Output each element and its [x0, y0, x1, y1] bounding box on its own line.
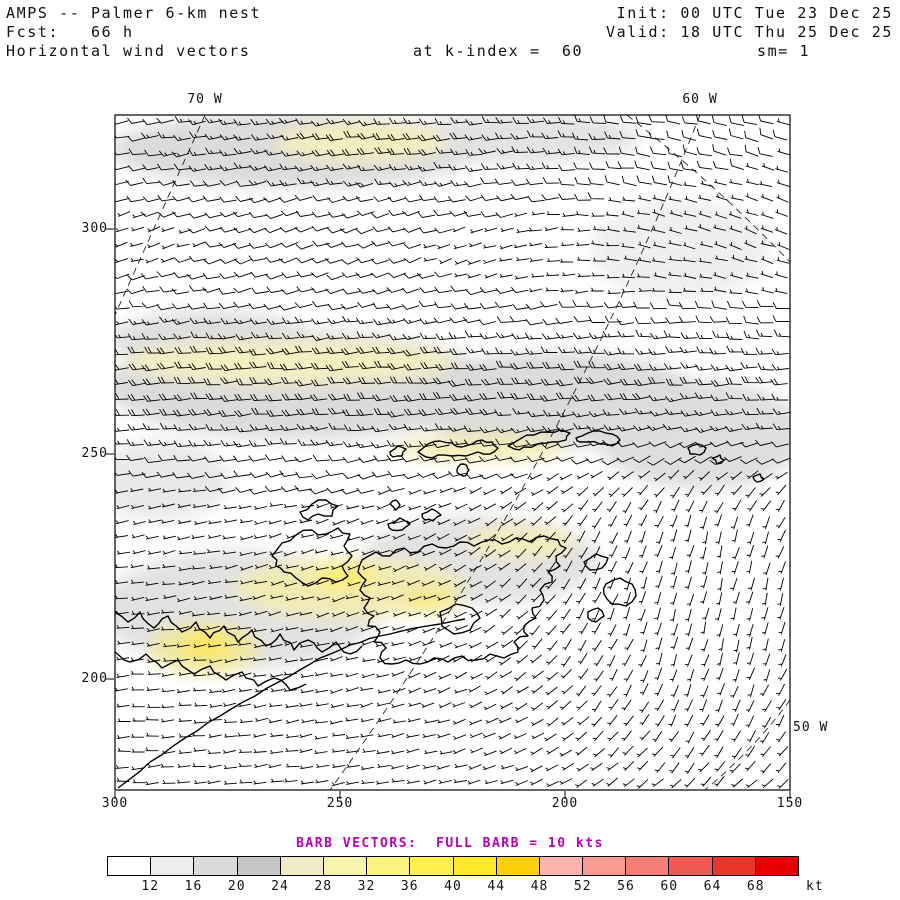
coastline-coast-jagged-1 — [115, 611, 363, 655]
coastline-island-chain-3 — [507, 429, 571, 451]
colorbar-tick-label: 44 — [487, 879, 506, 894]
colorbar-cell — [453, 857, 497, 875]
axis-label-left: 200 — [81, 671, 108, 686]
colorbar-cell — [151, 857, 195, 875]
init-time: Init: 00 UTC Tue 23 Dec 25 — [616, 4, 893, 22]
axis-label-bottom: 150 — [776, 796, 804, 811]
forecast-hour: Fcst: 66 h — [6, 23, 134, 41]
colorbar-tick-label: 12 — [141, 879, 160, 894]
smoothing-label: sm= 1 — [757, 42, 811, 60]
colorbar-tick-label: 32 — [357, 879, 376, 894]
coastline-island-chain-1 — [389, 445, 407, 458]
coastline-inner-contour — [439, 603, 481, 635]
axis-label-bottom: 300 — [101, 796, 129, 811]
colorbar-cell — [194, 857, 238, 875]
coastline-island-nw — [299, 499, 339, 521]
colorbar-tick-label: 28 — [314, 879, 333, 894]
wind-barb-field — [115, 115, 790, 789]
barb-legend: BARB VECTORS: FULL BARB = 10 kts — [296, 836, 604, 851]
axis-label-top: 60 W — [682, 92, 718, 107]
coastline-coast-smooth — [117, 618, 466, 789]
coastline-island-se-3 — [587, 607, 605, 623]
colorbar-cell — [669, 857, 713, 875]
colorbar-cell — [583, 857, 627, 875]
colorbar-tick-label: 36 — [400, 879, 419, 894]
coastline-island-chain-2 — [417, 439, 499, 459]
axis-label-left: 250 — [81, 446, 108, 461]
colorbar-unit-label: kt — [806, 879, 824, 894]
colorbar-tick-label: 60 — [660, 879, 679, 894]
colorbar — [107, 856, 799, 876]
axis-label-right: 50 W — [793, 720, 829, 735]
colorbar-tick-label: 20 — [227, 879, 246, 894]
colorbar-tick-label: 40 — [444, 879, 462, 894]
axis-label-bottom: 250 — [326, 796, 354, 811]
colorbar-cell — [410, 857, 454, 875]
axis-ticks — [106, 228, 791, 799]
colorbar-cell — [367, 857, 411, 875]
coastline-islets-1 — [387, 517, 411, 532]
coastline-islets-2 — [421, 508, 442, 522]
axis-label-top: 70 W — [187, 92, 223, 107]
axis-label-left: 300 — [81, 221, 108, 236]
colorbar-cell — [237, 857, 281, 875]
colorbar-cell — [539, 857, 584, 875]
level-label: at k-index = 60 — [413, 42, 584, 60]
coastline-mainland — [357, 535, 567, 665]
colorbar-tick-label: 68 — [746, 879, 765, 894]
map-frame — [114, 114, 791, 791]
coastline-ring-island — [456, 463, 470, 477]
field-name: Horizontal wind vectors — [6, 42, 251, 60]
colorbar-tick-label: 48 — [530, 879, 549, 894]
colorbar-cell — [108, 857, 152, 875]
model-title: AMPS -- Palmer 6-km nest — [6, 4, 262, 22]
colorbar-cell — [323, 857, 368, 875]
colorbar-tick-label: 24 — [271, 879, 289, 894]
colorbar-cell — [712, 857, 756, 875]
coastline-island-se-2 — [602, 577, 637, 607]
coastlines — [115, 429, 765, 789]
colorbar-cell — [280, 857, 324, 875]
axis-label-bottom: 200 — [551, 796, 579, 811]
colorbar-cell — [496, 857, 540, 875]
coastline-large-island — [271, 527, 353, 587]
coastline-coast-jagged-2 — [115, 651, 307, 691]
speed-shading — [115, 115, 790, 674]
coastline-island-east-1 — [687, 443, 707, 456]
colorbar-tick-label: 64 — [703, 879, 722, 894]
colorbar-tick-label: 52 — [573, 879, 592, 894]
colorbar-cell — [626, 857, 670, 875]
colorbar-tick-label: 16 — [184, 879, 203, 894]
valid-time: Valid: 18 UTC Thu 25 Dec 25 — [605, 23, 893, 41]
colorbar-cell — [755, 857, 798, 875]
colorbar-tick-label: 56 — [617, 879, 635, 894]
